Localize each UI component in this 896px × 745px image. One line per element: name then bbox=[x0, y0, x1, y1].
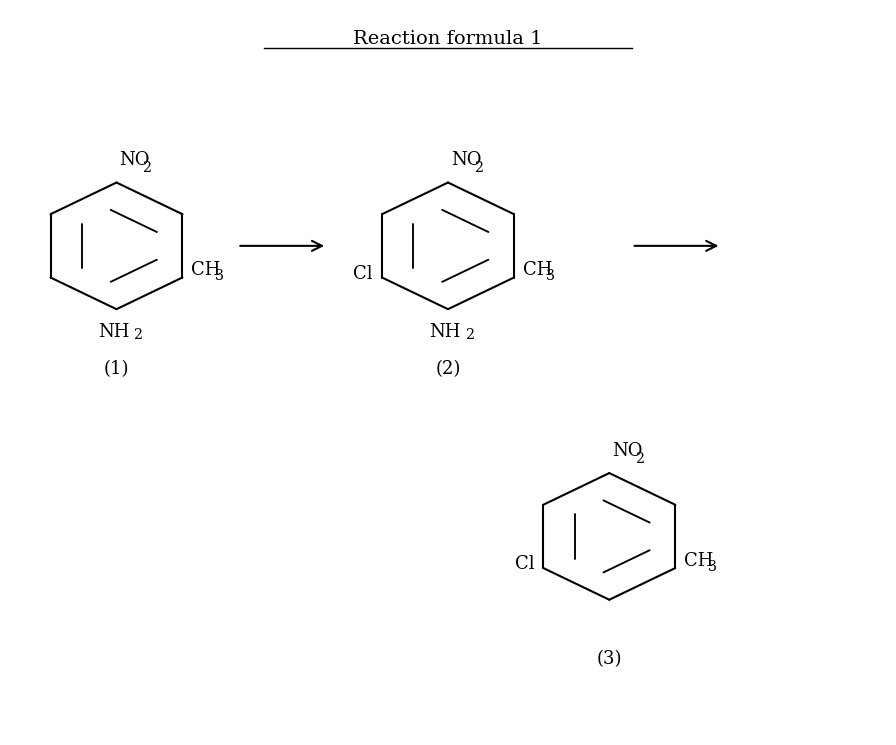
Text: 2: 2 bbox=[142, 161, 151, 175]
Text: NO: NO bbox=[612, 442, 642, 460]
Text: 3: 3 bbox=[708, 559, 717, 574]
Text: NH: NH bbox=[98, 323, 130, 340]
Text: Cl: Cl bbox=[353, 264, 373, 283]
Text: Reaction formula 1: Reaction formula 1 bbox=[353, 30, 543, 48]
Text: 2: 2 bbox=[635, 451, 644, 466]
Text: NO: NO bbox=[451, 151, 481, 169]
Text: NH: NH bbox=[429, 323, 461, 340]
Text: CH: CH bbox=[523, 261, 552, 279]
Text: NO: NO bbox=[119, 151, 150, 169]
Text: (2): (2) bbox=[435, 360, 461, 378]
Text: (3): (3) bbox=[597, 650, 622, 668]
Text: 3: 3 bbox=[215, 269, 224, 283]
Text: CH: CH bbox=[192, 261, 220, 279]
Text: 2: 2 bbox=[474, 161, 483, 175]
Text: 2: 2 bbox=[465, 328, 474, 342]
Text: CH: CH bbox=[685, 551, 713, 570]
Text: 3: 3 bbox=[547, 269, 556, 283]
Text: (1): (1) bbox=[104, 360, 129, 378]
Text: Cl: Cl bbox=[514, 555, 534, 574]
Text: 2: 2 bbox=[134, 328, 142, 342]
